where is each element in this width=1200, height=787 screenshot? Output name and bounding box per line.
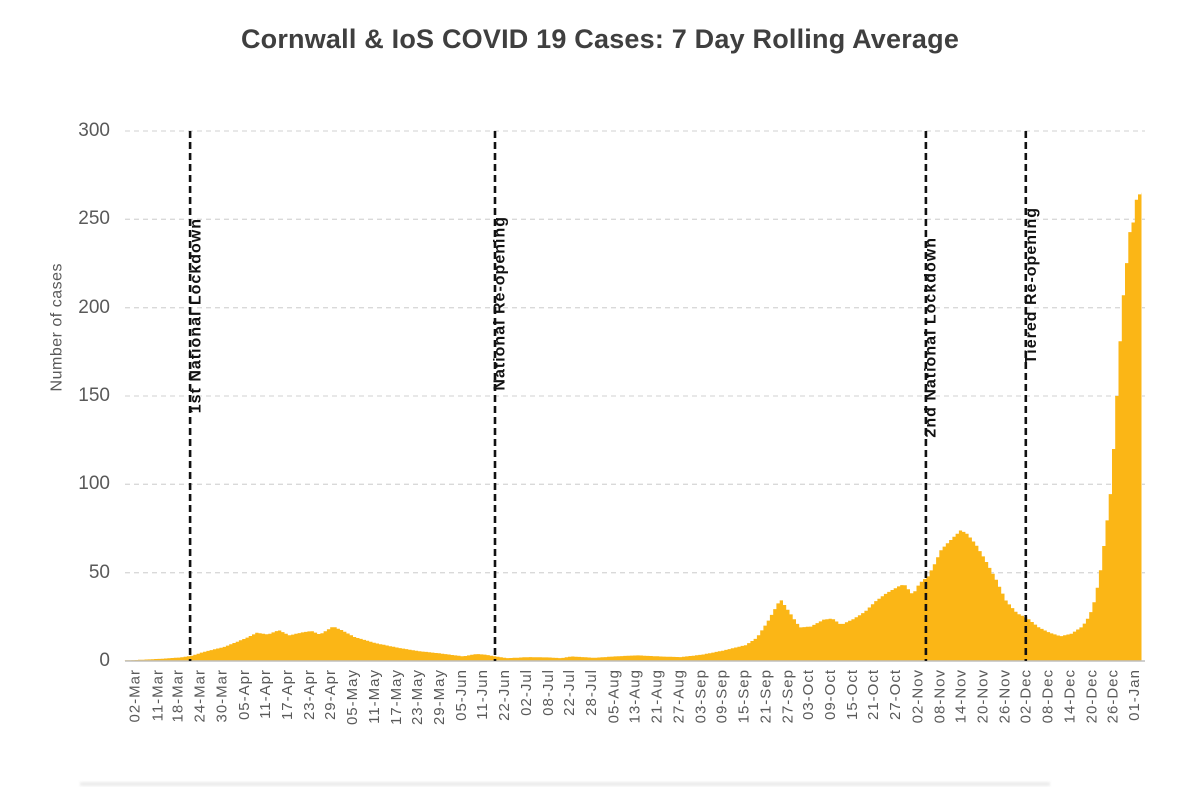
x-tick-label: 08-Dec <box>1039 669 1056 724</box>
x-tick-label: 21-Sep <box>757 669 774 724</box>
x-tick-label: 03-Sep <box>692 669 709 724</box>
bottom-edge-artifact <box>80 782 1050 786</box>
y-tick-label: 50 <box>88 562 110 583</box>
x-tick-label: 27-Sep <box>779 669 796 724</box>
chart-title: Cornwall & IoS COVID 19 Cases: 7 Day Rol… <box>240 24 960 54</box>
x-tick-label: 22-Jul <box>561 669 578 716</box>
y-tick-label: 250 <box>78 208 110 229</box>
y-tick-label: 100 <box>78 473 110 494</box>
x-tick-label: 09-Sep <box>713 669 730 724</box>
x-tick-label: 01-Jan <box>1126 669 1143 721</box>
y-tick-label: 150 <box>78 385 110 406</box>
x-tick-label: 11-Apr <box>257 669 274 719</box>
x-tick-label: 26-Dec <box>1104 669 1121 724</box>
x-tick-label: 30-Mar <box>214 669 231 723</box>
y-tick-label: 300 <box>78 120 110 141</box>
x-tick-label: 23-Apr <box>301 669 318 721</box>
x-tick-label: 08-Nov <box>931 669 948 724</box>
x-tick-label: 21-Aug <box>648 669 665 724</box>
x-tick-label: 18-Mar <box>170 669 187 723</box>
x-tick-label: 02-Nov <box>909 669 926 724</box>
x-tick-label: 20-Dec <box>1083 669 1100 724</box>
event-annotation-label: 1st National Lockdown <box>187 218 204 414</box>
x-tick-label: 17-Apr <box>279 669 296 721</box>
x-tick-label: 29-Apr <box>322 669 339 721</box>
x-tick-label: 21-Oct <box>865 669 882 721</box>
x-tick-label: 20-Nov <box>974 669 991 724</box>
x-tick-label: 09-Oct <box>822 669 839 721</box>
x-tick-label: 08-Jul <box>540 669 557 716</box>
x-tick-label: 02-Jul <box>518 669 535 716</box>
x-tick-label: 02-Dec <box>1017 669 1034 724</box>
x-tick-label: 17-May <box>388 669 405 726</box>
x-tick-label: 22-Jun <box>496 669 513 721</box>
event-annotation-label: Tiered Re-opening <box>1023 207 1040 365</box>
cases-area-series <box>124 192 1142 662</box>
x-tick-label: 11-Jun <box>474 669 491 720</box>
y-tick-label: 0 <box>99 650 110 671</box>
x-tick-label: 11-May <box>366 669 383 724</box>
x-tick-label: 11-Mar <box>149 669 166 722</box>
x-tick-label: 24-Mar <box>192 669 209 723</box>
event-annotation-label: 2nd National Lockdown <box>923 237 940 438</box>
x-tick-label: 15-Sep <box>735 669 752 724</box>
x-tick-label: 29-May <box>431 669 448 726</box>
x-tick-label: 26-Nov <box>996 669 1013 724</box>
x-tick-label: 02-Mar <box>127 669 144 723</box>
y-tick-label: 200 <box>78 297 110 318</box>
x-tick-label: 14-Dec <box>1061 669 1078 724</box>
x-tick-label: 15-Oct <box>844 669 861 721</box>
x-tick-label: 28-Jul <box>583 669 600 716</box>
event-annotation-label: National Re-opening <box>492 216 509 391</box>
x-tick-label: 05-May <box>344 669 361 726</box>
x-tick-label: 14-Nov <box>952 669 969 724</box>
x-tick-label: 27-Oct <box>887 669 904 721</box>
x-tick-label: 05-Apr <box>236 669 253 721</box>
x-tick-label: 05-Aug <box>605 669 622 724</box>
x-tick-label: 05-Jun <box>453 669 470 721</box>
x-tick-label: 13-Aug <box>626 669 643 724</box>
x-tick-label: 27-Aug <box>670 669 687 724</box>
x-tick-label: 03-Oct <box>800 669 817 721</box>
x-tick-label: 23-May <box>409 669 426 726</box>
